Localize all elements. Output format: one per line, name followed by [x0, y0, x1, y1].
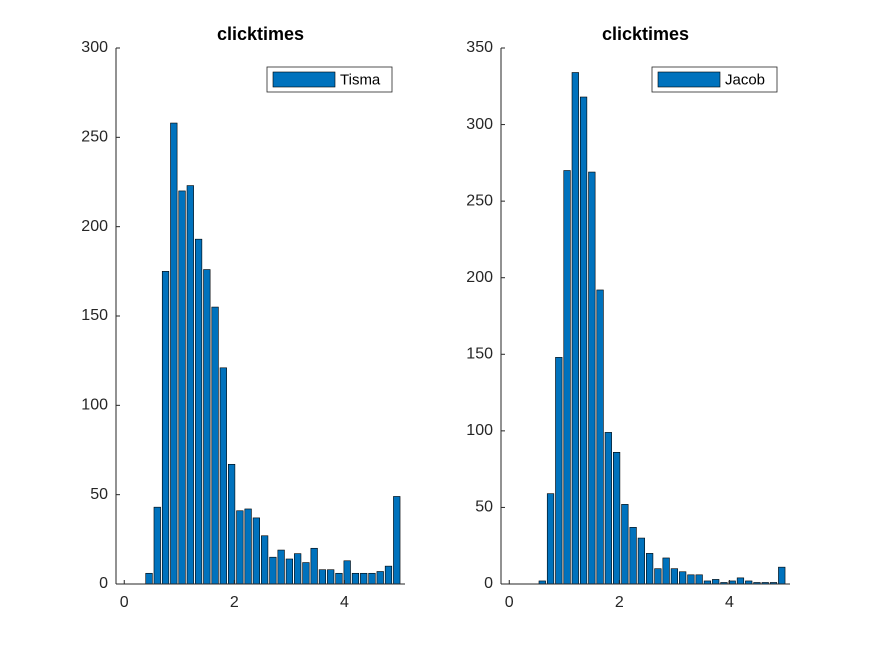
bar: [368, 572, 376, 585]
bar: [170, 122, 178, 585]
legend-label: Jacob: [725, 71, 765, 88]
bar: [310, 547, 318, 585]
bar: [178, 190, 186, 585]
bar: [302, 562, 310, 585]
bar: [695, 574, 703, 585]
x-tick-label: 0: [505, 594, 514, 611]
bar: [261, 535, 269, 585]
bar: [687, 574, 695, 585]
y-tick-label: 50: [90, 486, 108, 503]
bar: [612, 451, 621, 585]
legend-label: Tisma: [340, 71, 381, 88]
bar: [294, 553, 302, 585]
bar: [244, 508, 252, 585]
bar: [546, 493, 555, 585]
bar: [335, 572, 343, 585]
bar: [679, 571, 687, 585]
legend-swatch: [272, 71, 336, 88]
y-tick-label: 150: [81, 307, 108, 324]
bar: [203, 269, 211, 585]
bar: [596, 289, 604, 585]
bar: [219, 367, 227, 585]
bar: [360, 572, 368, 585]
bar: [646, 553, 654, 585]
y-tick-label: 50: [475, 499, 493, 516]
bar: [236, 510, 244, 585]
x-tick-label: 4: [725, 594, 734, 611]
bar: [227, 463, 236, 585]
y-tick-label: 0: [99, 575, 108, 592]
bar: [670, 568, 679, 585]
y-tick-label: 150: [466, 346, 493, 363]
bar: [252, 517, 260, 585]
bar: [186, 185, 194, 585]
bar: [662, 557, 670, 585]
legend-swatch: [657, 71, 721, 88]
bar: [393, 496, 401, 585]
bar: [318, 569, 327, 585]
bar: [778, 566, 786, 585]
bar: [327, 569, 335, 585]
y-tick-label: 200: [466, 269, 493, 286]
y-tick-label: 100: [466, 422, 493, 439]
bar: [555, 357, 563, 585]
bar: [563, 170, 571, 585]
bar: [211, 306, 219, 585]
bar: [145, 572, 153, 585]
y-tick-label: 300: [81, 39, 108, 56]
bar: [629, 527, 637, 585]
bar: [604, 432, 612, 585]
bar: [736, 577, 745, 585]
bar: [621, 504, 629, 585]
bar: [269, 556, 277, 585]
bar: [277, 549, 285, 585]
chart-title: clicktimes: [217, 24, 304, 44]
bar: [579, 96, 588, 585]
x-tick-label: 2: [230, 594, 239, 611]
x-tick-label: 0: [120, 594, 129, 611]
y-tick-label: 100: [81, 397, 108, 414]
bar: [637, 537, 645, 585]
bar: [571, 72, 579, 585]
bar: [376, 571, 384, 585]
y-tick-label: 0: [484, 575, 493, 592]
bar: [161, 271, 170, 585]
bar: [351, 572, 360, 585]
bar: [654, 568, 662, 585]
x-tick-label: 2: [615, 594, 624, 611]
bar: [384, 565, 393, 585]
bar: [285, 558, 294, 585]
bar: [712, 579, 720, 585]
bar: [194, 238, 203, 585]
bar: [588, 171, 596, 585]
x-tick-label: 4: [340, 594, 349, 611]
y-tick-label: 250: [81, 129, 108, 146]
y-tick-label: 200: [81, 218, 108, 235]
bar: [153, 506, 161, 585]
y-tick-label: 250: [466, 192, 493, 209]
y-tick-label: 300: [466, 116, 493, 133]
chart-title: clicktimes: [602, 24, 689, 44]
y-tick-label: 350: [466, 39, 493, 56]
